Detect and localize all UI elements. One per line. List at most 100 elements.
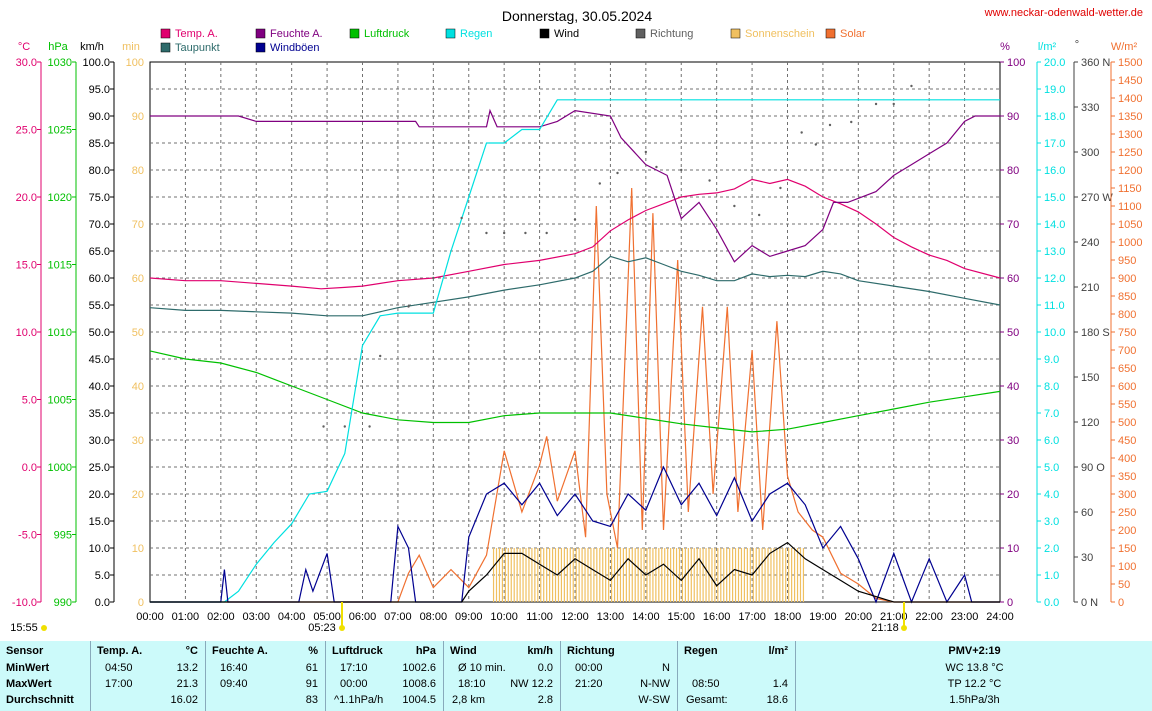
solar-axis-tick: 1150 bbox=[1118, 183, 1142, 195]
avg-value: 2.8 bbox=[537, 694, 553, 706]
solar-axis-tick: 600 bbox=[1118, 381, 1136, 393]
rain-axis-tick: 13.0 bbox=[1044, 246, 1065, 258]
legend-swatch-rain bbox=[445, 28, 456, 39]
weather-chart: 30.025.020.015.010.05.00.0-5.0-10.010301… bbox=[10, 7, 1143, 634]
column-unit: km/h bbox=[527, 645, 553, 657]
legend-swatch-direction bbox=[635, 28, 646, 39]
solar-axis-tick: 900 bbox=[1118, 273, 1136, 285]
min-time: 17:10 bbox=[340, 662, 368, 674]
solar-axis-tick: 200 bbox=[1118, 525, 1136, 537]
temp-axis-tick: 20.0 bbox=[16, 192, 37, 204]
solar-axis-tick: 550 bbox=[1118, 399, 1136, 411]
solar-axis-tick: 150 bbox=[1118, 543, 1136, 555]
time-tick: 12:00 bbox=[561, 611, 589, 623]
summary-column: Luftdruck hPa 17:10 1002.6 00:00 1008.6 ^1.1hP… bbox=[325, 641, 444, 711]
rain-axis-tick: 2.0 bbox=[1044, 543, 1059, 555]
humidity-axis-tick: 70 bbox=[1007, 219, 1019, 231]
solar-axis-tick: 800 bbox=[1118, 309, 1136, 321]
wind-unit: km/h bbox=[80, 41, 104, 53]
direction-axis-tick: 120 bbox=[1081, 417, 1099, 429]
max-value: N-NW bbox=[640, 678, 670, 690]
solar-axis-tick: 1450 bbox=[1118, 75, 1142, 87]
wind-axis-tick: 5.0 bbox=[95, 570, 110, 582]
legend-swatch-sunshine bbox=[730, 28, 741, 39]
sun-axis-tick: 70 bbox=[132, 219, 144, 231]
direction-point bbox=[655, 165, 658, 169]
max-value: 91 bbox=[305, 678, 318, 690]
legend-label-pressure: Luftdruck bbox=[364, 28, 410, 40]
min-value: 13.2 bbox=[176, 662, 198, 674]
temp-axis-tick: 10.0 bbox=[16, 327, 37, 339]
max-time: 08:50 bbox=[692, 678, 720, 690]
wind-axis-tick: 20.0 bbox=[89, 489, 110, 501]
wind-axis-tick: 95.0 bbox=[89, 84, 110, 96]
pressure-trend-value: 1.5hPa/3h bbox=[949, 694, 1000, 706]
website-link[interactable]: www.neckar-odenwald-wetter.de bbox=[984, 7, 1143, 19]
temp-axis-tick: 15.0 bbox=[16, 260, 37, 272]
direction-point bbox=[460, 216, 463, 220]
max-time: 17:00 bbox=[105, 678, 133, 690]
column-name: Temp. A. bbox=[97, 645, 143, 657]
max-value: 1.4 bbox=[772, 678, 788, 690]
humidity-axis-tick: 20 bbox=[1007, 489, 1019, 501]
rain-axis-tick: 1.0 bbox=[1044, 570, 1059, 582]
direction-unit: ° bbox=[1075, 39, 1079, 51]
solar-line bbox=[150, 187, 1000, 603]
sun-axis-tick: 30 bbox=[132, 435, 144, 447]
legend-label-direction: Richtung bbox=[650, 28, 693, 40]
direction-point bbox=[545, 231, 548, 235]
summary-label-column: Sensor MinWert MaxWert Durchschnitt bbox=[0, 641, 90, 711]
time-tick: 13:00 bbox=[597, 611, 625, 623]
legend-swatch-windgust bbox=[255, 42, 266, 53]
time-tick: 23:00 bbox=[951, 611, 979, 623]
direction-point bbox=[368, 425, 371, 428]
wind-axis-tick: 100.0 bbox=[82, 57, 110, 69]
taupunkt-line bbox=[149, 255, 1001, 317]
humidity-axis-tick: 0 bbox=[1007, 597, 1013, 609]
solar-axis-tick: 250 bbox=[1118, 507, 1136, 519]
humidity-axis-tick: 30 bbox=[1007, 435, 1019, 447]
time-tick: 09:00 bbox=[455, 611, 483, 623]
solar-unit: W/m² bbox=[1111, 41, 1138, 53]
direction-point bbox=[874, 102, 878, 106]
solar-axis-tick: 100 bbox=[1118, 561, 1136, 573]
column-unit: l/m² bbox=[768, 645, 788, 657]
rain-axis-tick: 0.0 bbox=[1044, 597, 1059, 609]
chart-title: Donnerstag, 30.05.2024 bbox=[502, 8, 652, 24]
sensor-header: Sensor bbox=[6, 645, 44, 657]
direction-axis-tick: 90 O bbox=[1081, 462, 1105, 474]
sun-axis-tick: 100 bbox=[126, 57, 144, 69]
solar-axis-tick: 1000 bbox=[1118, 237, 1142, 249]
direction-point bbox=[407, 305, 410, 308]
sun-unit: min bbox=[122, 41, 140, 53]
avg-value: 1004.5 bbox=[402, 694, 436, 706]
max-label: MaxWert bbox=[6, 678, 52, 690]
dewpoint-value: TP 12.2 °C bbox=[947, 678, 1002, 690]
direction-point bbox=[850, 120, 853, 124]
summary-table: Sensor MinWert MaxWert Durchschnitt Temp… bbox=[0, 641, 1152, 711]
summary-column: Temp. A. °C 04:50 13.2 17:00 21.3 16.02 bbox=[90, 641, 206, 711]
pressure-axis-tick: 995 bbox=[54, 530, 72, 542]
wind-axis-tick: 65.0 bbox=[89, 246, 110, 258]
time-tick: 24:00 bbox=[986, 611, 1014, 623]
pressure-axis-tick: 1030 bbox=[48, 57, 72, 69]
min-time: 16:40 bbox=[220, 662, 248, 674]
temp-axis-tick: 25.0 bbox=[16, 125, 37, 137]
min-time: 04:50 bbox=[105, 662, 133, 674]
legend-label-temp: Temp. A. bbox=[175, 28, 218, 40]
pressure-axis-tick: 1025 bbox=[48, 125, 72, 137]
time-tick: 15:00 bbox=[667, 611, 695, 623]
time-tick: 08:00 bbox=[420, 611, 448, 623]
legend-label-dewpoint: Taupunkt bbox=[175, 42, 220, 54]
rain-axis-tick: 12.0 bbox=[1044, 273, 1065, 285]
direction-axis-tick: 60 bbox=[1081, 507, 1093, 519]
pressure-axis-tick: 1020 bbox=[48, 192, 72, 204]
avg-time: ^1.1hPa/h bbox=[334, 694, 384, 706]
legend-swatch-dewpoint bbox=[160, 42, 171, 53]
solar-axis-tick: 850 bbox=[1118, 291, 1136, 303]
temp-axis-tick: -10.0 bbox=[12, 597, 37, 609]
time-tick: 03:00 bbox=[242, 611, 270, 623]
sun-axis-tick: 20 bbox=[132, 489, 144, 501]
rain-axis-tick: 11.0 bbox=[1044, 300, 1065, 312]
min-label: MinWert bbox=[6, 662, 50, 674]
